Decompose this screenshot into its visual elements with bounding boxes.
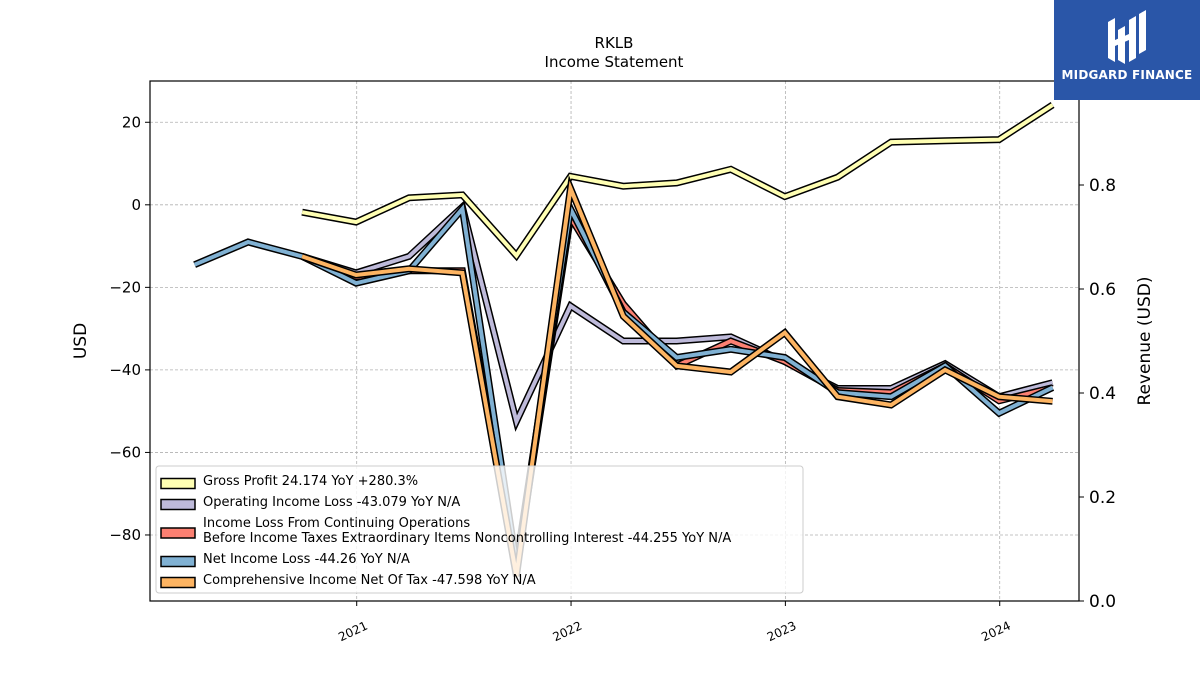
y2-tick-label: 0.6	[1089, 280, 1116, 300]
legend-swatch	[160, 498, 196, 511]
y-tick-label: 20	[122, 113, 141, 131]
legend-label: Comprehensive Income Net Of Tax -47.598 …	[203, 573, 536, 588]
chart-subtitle: Income Statement	[545, 53, 684, 71]
legend-swatch	[160, 477, 196, 490]
legend-swatch	[160, 555, 196, 568]
legend-label: Before Income Taxes Extraordinary Items …	[203, 531, 731, 546]
y2-axis-label: Revenue (USD)	[1135, 276, 1155, 405]
midgard-finance-logo: MIDGARD FINANCE	[1054, 0, 1200, 100]
y2-tick-label: 0.8	[1089, 176, 1116, 196]
logo-text: MIDGARD FINANCE	[1061, 68, 1193, 82]
legend-label: Operating Income Loss -43.079 YoY N/A	[203, 495, 460, 510]
plot-frame	[149, 80, 1080, 602]
chart-title: RKLB	[595, 34, 634, 52]
y-axis-label: USD	[71, 323, 91, 359]
series-line	[301, 180, 1053, 577]
x-tick-label: 2022	[551, 619, 585, 645]
legend-label: Gross Profit 24.174 YoY +280.3%	[203, 474, 418, 489]
series-line	[301, 103, 1054, 259]
y2-tick-label: 0.4	[1089, 384, 1116, 404]
legend-label: Net Income Loss -44.26 YoY N/A	[203, 552, 410, 567]
series-line	[301, 203, 1054, 428]
legend: Gross Profit 24.174 YoY +280.3% Operating…	[155, 465, 804, 594]
legend-label: Income Loss From Continuing Operations	[203, 516, 470, 531]
grid	[150, 81, 1079, 601]
y-tick-label: −60	[109, 443, 141, 461]
legend-swatch	[160, 576, 196, 589]
legend-box	[155, 465, 804, 594]
x-tick-label: 2024	[979, 619, 1013, 645]
x-tick-label: 2023	[765, 619, 799, 645]
y-tick-label: −80	[109, 526, 141, 544]
legend-swatch	[160, 527, 196, 539]
y-tick-label: −20	[109, 278, 141, 296]
series-line-outline	[301, 101, 1055, 262]
x-tick-label: 2021	[336, 619, 370, 645]
logo-mark-icon	[1108, 10, 1146, 64]
y-tick-label: −40	[109, 361, 141, 379]
series-lines	[193, 101, 1055, 577]
y2-tick-label: 0.2	[1089, 488, 1116, 508]
series-line-outline	[301, 200, 1054, 432]
y-tick-label: 0	[131, 196, 141, 214]
y2-tick-label: 0.0	[1089, 592, 1116, 612]
